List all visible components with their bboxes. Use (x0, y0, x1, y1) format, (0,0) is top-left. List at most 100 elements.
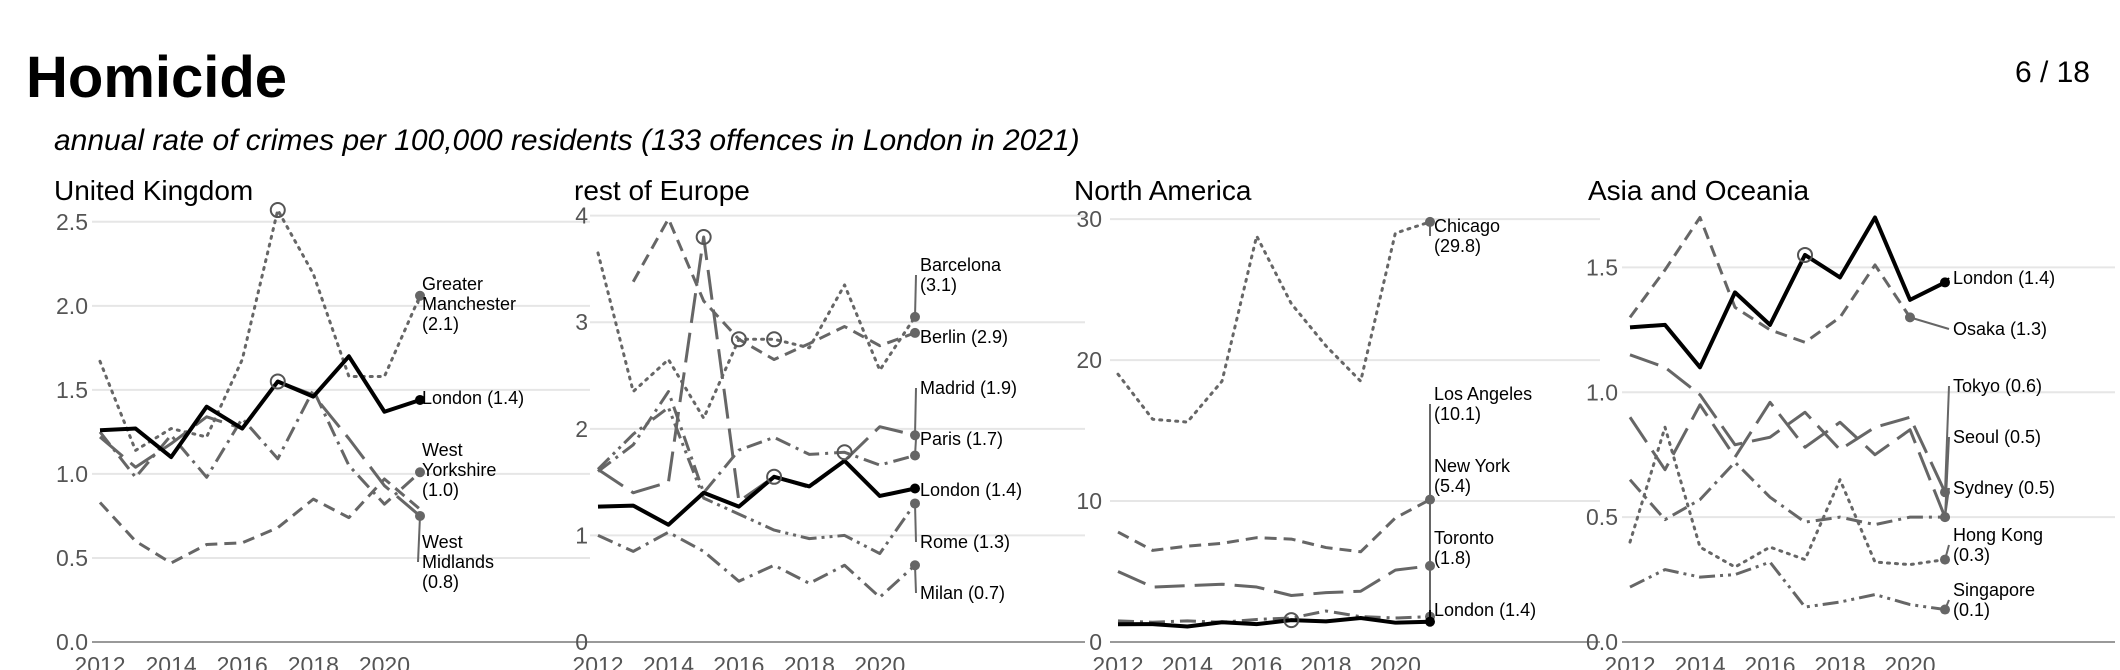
highlight-marker (1283, 612, 1300, 629)
series-label: Hong Kong (1953, 525, 2043, 545)
label-leader (417, 295, 421, 305)
x-tick-label: 2012 (1604, 652, 1655, 670)
series-line (596, 251, 917, 420)
panel-title: Asia and Oceania (1588, 175, 1809, 206)
series-label: Singapore (1953, 580, 2035, 600)
series-line (597, 390, 916, 495)
series-label: Greater (422, 274, 483, 294)
series-label: (0.8) (422, 572, 459, 592)
label-leader (914, 387, 917, 436)
x-tick-label: 2016 (217, 652, 268, 670)
y-tick-label: 1 (575, 522, 588, 548)
y-tick-label: 0.5 (1586, 504, 1618, 530)
y-tick-label: 1.0 (56, 461, 88, 487)
series-label: (29.8) (1434, 236, 1481, 256)
label-leader (914, 274, 917, 317)
x-tick-label: 2020 (1884, 652, 1935, 670)
series-line (631, 217, 916, 362)
highlight-marker (766, 331, 783, 348)
series-label: (0.3) (1953, 545, 1990, 565)
panel-title: North America (1074, 175, 1252, 206)
series-line (1629, 215, 1946, 370)
label-leader (914, 503, 917, 543)
label-leader (1944, 436, 1950, 518)
y-tick-label: 3 (575, 309, 588, 335)
series-label: Milan (0.7) (920, 583, 1005, 603)
y-tick-label: 2 (575, 416, 588, 442)
highlight-marker (766, 468, 783, 485)
series-label: West (422, 532, 463, 552)
series-line (1116, 220, 1432, 424)
series-line (1117, 616, 1431, 629)
chart-panel-1: rest of Europe 0 1 2 3 4 2012 2014 2016 2018 2020 B… (572, 175, 1085, 670)
series-label: (5.4) (1434, 476, 1471, 496)
x-tick-label: 2014 (1162, 652, 1213, 670)
y-tick-label: 1.5 (56, 377, 88, 403)
series-line (1117, 564, 1431, 597)
y-tick-label: 0 (575, 629, 588, 655)
highlight-marker (269, 202, 286, 219)
series-label: London (1.4) (1434, 600, 1536, 620)
chart-panel-2: North America 0 10 20 30 2012 2014 2016 2018 2020… (1074, 175, 1600, 670)
series-line (99, 354, 421, 460)
series-label: Berlin (2.9) (920, 327, 1008, 347)
series-label: (10.1) (1434, 404, 1481, 424)
label-leader (1944, 487, 1950, 518)
x-tick-label: 2014 (146, 652, 197, 670)
highlight-marker (269, 373, 286, 390)
y-tick-label: 0.5 (56, 545, 88, 571)
x-tick-label: 2020 (1370, 652, 1421, 670)
series-label: Madrid (1.9) (920, 378, 1017, 398)
highlight-marker (695, 228, 712, 245)
y-tick-label: 0.0 (56, 629, 88, 655)
series-label: Seoul (0.5) (1953, 427, 2041, 447)
x-tick-label: 2016 (1744, 652, 1795, 670)
highlight-marker (1797, 246, 1813, 263)
label-leader (914, 332, 917, 338)
series-label: Rome (1.3) (920, 532, 1010, 552)
series-label: Tokyo (0.6) (1953, 376, 2042, 396)
label-leader (1944, 277, 1950, 284)
series-label: London (1.4) (1953, 268, 2055, 288)
series-label: West (422, 440, 463, 460)
y-tick-label: 2.0 (56, 293, 88, 319)
label-leader (1944, 599, 1950, 610)
label-leader (914, 438, 917, 456)
label-leader (417, 397, 421, 401)
label-leader (417, 515, 421, 563)
series-label: Paris (1.7) (920, 429, 1003, 449)
series-line (1628, 425, 1947, 569)
y-tick-label: 2.5 (56, 209, 88, 235)
series-label: (0.1) (1953, 600, 1990, 620)
series-label: Barcelona (920, 255, 1002, 275)
series-line (98, 208, 422, 452)
series-line (1629, 353, 1947, 493)
x-tick-label: 2016 (1231, 652, 1282, 670)
highlight-marker (730, 331, 747, 348)
series-label: New York (1434, 456, 1511, 476)
y-tick-label: 30 (1076, 206, 1102, 232)
series-label: (1.8) (1434, 548, 1471, 568)
page-title: Homicide (26, 45, 288, 110)
label-leader (914, 487, 917, 491)
chart-subtitle: annual rate of crimes per 100,000 reside… (54, 124, 1080, 157)
y-tick-label: 10 (1076, 488, 1102, 514)
series-line (1117, 498, 1431, 554)
page-number: 6 / 18 (2014, 56, 2090, 89)
x-tick-label: 2020 (359, 652, 410, 670)
series-line (597, 235, 916, 503)
x-tick-label: 2014 (643, 652, 694, 670)
y-tick-label: 1.5 (1586, 254, 1618, 280)
x-tick-label: 2020 (854, 652, 905, 670)
series-label: (3.1) (920, 275, 957, 295)
series-label: Toronto (1434, 528, 1494, 548)
panel-title: United Kingdom (54, 175, 253, 206)
series-label: Chicago (1434, 216, 1500, 236)
series-line (1629, 560, 1946, 612)
series-label: Manchester (422, 294, 516, 314)
series-label: Los Angeles (1434, 384, 1532, 404)
x-tick-label: 2018 (1814, 652, 1865, 670)
series-line (1628, 215, 1912, 344)
x-tick-label: 2018 (288, 652, 339, 670)
series-line (1117, 609, 1431, 624)
